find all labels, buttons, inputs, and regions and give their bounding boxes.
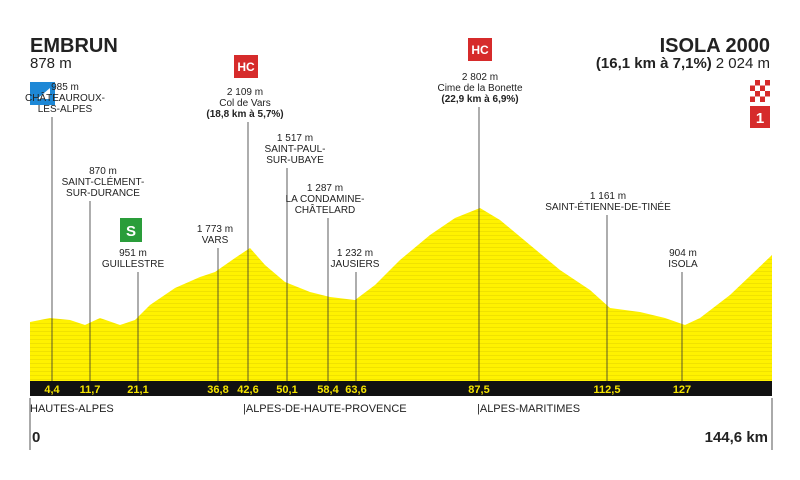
point-altitude: 951 m (119, 248, 147, 259)
km-marker: 127 (673, 384, 691, 396)
finish-altitude: 2 024 m (716, 55, 770, 72)
point-name: JAUSIERS (331, 259, 380, 270)
climb-info: (22,9 km à 6,9%) (441, 94, 518, 105)
climb-icon (234, 55, 258, 78)
km-marker: 36,8 (207, 384, 228, 396)
point-name: GUILLESTRE (102, 259, 165, 270)
km-marker: 42,6 (237, 384, 258, 396)
km-marker: 21,1 (127, 384, 148, 396)
km-marker: 4,4 (44, 384, 60, 396)
point-name: CHÂTELARD (295, 203, 356, 216)
rank-text: 1 (756, 110, 764, 127)
region: |ALPES-DE-HAUTE-PROVENCE (243, 403, 407, 415)
point-altitude: 2 802 m (462, 72, 498, 83)
point-altitude: 904 m (669, 248, 697, 259)
point-name: LA CONDAMINE- (286, 194, 365, 205)
sprint-icon (120, 218, 142, 242)
rank-box (750, 106, 770, 128)
region: |ALPES-MARITIMES (477, 403, 580, 415)
point-name: CHÂTEAUROUX- (25, 91, 105, 104)
start-altitude: 878 m (30, 55, 72, 72)
km-marker: 63,6 (345, 384, 366, 396)
point-altitude: 1 161 m (590, 191, 626, 202)
finish-climb: (16,1 km à 7,1%) (596, 55, 712, 72)
point-altitude: 985 m (51, 82, 79, 93)
finish-info: (16,1 km à 7,1%) 2 024 m (596, 55, 770, 72)
point-name: SUR-UBAYE (266, 155, 324, 166)
start-icon (30, 82, 55, 105)
point-name: VARS (202, 235, 229, 246)
km-marker: 87,5 (468, 384, 489, 396)
finish-name: ISOLA 2000 (660, 35, 770, 57)
profile (30, 208, 772, 381)
climb-icon-text: HC (237, 60, 255, 74)
climb-icon (468, 38, 492, 61)
distance-end: 144,6 km (705, 429, 768, 446)
finish-flag (750, 80, 770, 102)
km-marker: 58,4 (317, 384, 339, 396)
km-bar (30, 381, 772, 396)
climb-info: (18,8 km à 5,7%) (206, 109, 283, 120)
km-marker: 112,5 (594, 384, 621, 396)
point-name: SAINT-CLÉMENT- (62, 175, 145, 188)
distance-start: 0 (32, 429, 40, 446)
point-name: LES-ALPES (38, 104, 93, 115)
point-name: Col de Vars (219, 98, 271, 109)
km-marker: 50,1 (276, 384, 297, 396)
point-name: SAINT-ÉTIENNE-DE-TINÉE (545, 200, 671, 213)
point-altitude: 1 232 m (337, 248, 373, 259)
point-name: ISOLA (668, 259, 698, 270)
point-name: Cime de la Bonette (437, 83, 522, 94)
point-altitude: 1 773 m (197, 224, 233, 235)
point-altitude: 870 m (89, 166, 117, 177)
region: HAUTES-ALPES (30, 403, 114, 415)
start-name: EMBRUN (30, 35, 118, 57)
km-marker: 11,7 (80, 384, 101, 396)
point-name: SUR-DURANCE (66, 188, 140, 199)
climb-icon-text: HC (471, 43, 489, 57)
point-altitude: 1 287 m (307, 183, 343, 194)
point-altitude: 2 109 m (227, 87, 263, 98)
point-altitude: 1 517 m (277, 133, 313, 144)
point-name: SAINT-PAUL- (265, 144, 326, 155)
sprint-icon-text: S (126, 223, 136, 240)
